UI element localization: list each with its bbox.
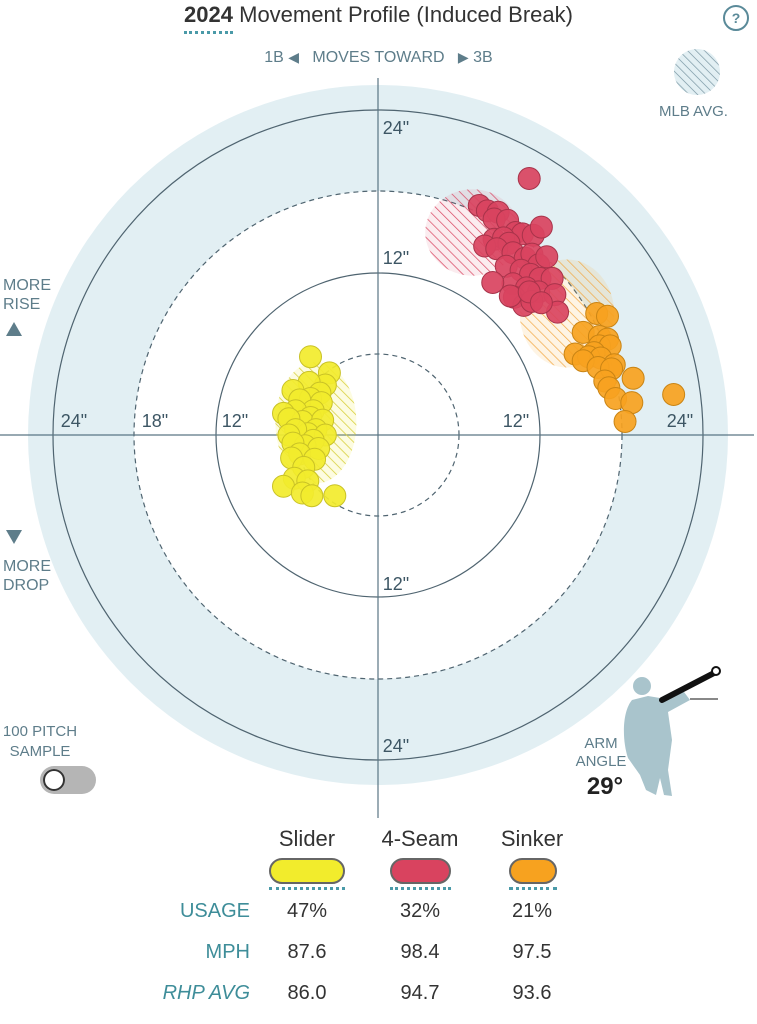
sinker-pill-underline bbox=[509, 887, 557, 890]
usage-sinker: 21% bbox=[511, 900, 553, 922]
direction-middle-label: MOVES TOWARD bbox=[312, 49, 445, 66]
rhp-avg-sinker: 93.6 bbox=[512, 982, 552, 1004]
arm-angle-label: ARM ANGLE bbox=[566, 735, 636, 771]
ring-label-bottom-12: 12" bbox=[383, 574, 409, 594]
direction-left-label: 1B bbox=[264, 49, 284, 66]
ring-label-left-24: 24" bbox=[61, 411, 87, 431]
title-year: 2024 bbox=[184, 2, 233, 27]
sinker-pitch-point[interactable] bbox=[613, 410, 637, 433]
ring-label-right-24: 24" bbox=[667, 411, 693, 431]
sample-toggle[interactable] bbox=[40, 766, 96, 794]
mlb-avg-label: MLB AVG. bbox=[659, 103, 728, 120]
fourseam-pitch-point[interactable] bbox=[498, 284, 522, 308]
pitcher-silhouette-icon bbox=[623, 666, 721, 796]
mph-sinker: 97.5 bbox=[512, 941, 552, 963]
sinker-pitch-point[interactable] bbox=[621, 366, 645, 390]
left-arrow-icon: ◀ bbox=[288, 49, 300, 65]
ring-label-right-12: 12" bbox=[503, 411, 529, 431]
ring-label-bottom-24: 24" bbox=[383, 736, 409, 756]
arm-line-1: ARM bbox=[584, 735, 618, 752]
drop-line-2: DROP bbox=[3, 577, 50, 594]
usage-slider: 47% bbox=[286, 900, 328, 922]
sinker-pitch-point[interactable] bbox=[662, 383, 686, 406]
sinker-pill[interactable] bbox=[509, 858, 557, 884]
fourseam-pitch-point[interactable] bbox=[535, 245, 559, 269]
arm-line-2: ANGLE bbox=[575, 753, 627, 770]
sample-line-2: SAMPLE bbox=[9, 743, 71, 760]
rhp-avg-label: RHP AVG bbox=[162, 982, 250, 1004]
mph-fourseam: 98.4 bbox=[400, 941, 440, 963]
ring-label-top-12: 12" bbox=[383, 248, 409, 268]
rise-line-1: MORE bbox=[3, 277, 51, 294]
arm-angle-value: 29° bbox=[586, 773, 624, 800]
usage-fourseam: 32% bbox=[399, 900, 441, 922]
slider-pitch-point[interactable] bbox=[323, 484, 347, 508]
sample-label: 100 PITCH SAMPLE bbox=[0, 722, 80, 762]
fourseam-pitch-point[interactable] bbox=[529, 291, 553, 315]
mlb-avg-swatch bbox=[674, 49, 720, 95]
title-text: Movement Profile (Induced Break) bbox=[239, 2, 573, 27]
drop-line-1: MORE bbox=[3, 558, 51, 575]
sinker-pitch-point[interactable] bbox=[596, 304, 619, 328]
direction-right-label: 3B bbox=[473, 49, 493, 66]
help-icon[interactable]: ? bbox=[723, 5, 749, 31]
ring-label-left-18: 18" bbox=[142, 411, 168, 431]
drop-arrow-icon bbox=[6, 530, 22, 544]
slider-pitch-point[interactable] bbox=[299, 345, 322, 369]
fourseam-pitch-point[interactable] bbox=[517, 167, 541, 190]
fourseam-pitch-point[interactable] bbox=[481, 270, 505, 294]
slider-pill-underline bbox=[269, 887, 345, 890]
pitch-name-slider: Slider bbox=[278, 826, 336, 851]
slider-pill[interactable] bbox=[269, 858, 345, 884]
rhp-avg-slider: 86.0 bbox=[287, 982, 327, 1004]
ring-label-left-12: 12" bbox=[222, 411, 248, 431]
rise-arrow-icon bbox=[6, 322, 22, 336]
direction-legend: 1B ◀ MOVES TOWARD ▶ 3B bbox=[0, 49, 757, 67]
mph-slider: 87.6 bbox=[287, 941, 327, 963]
right-arrow-icon: ▶ bbox=[457, 49, 469, 65]
more-rise-label: MORE RISE bbox=[3, 276, 51, 314]
ring-label-top-24: 24" bbox=[383, 118, 409, 138]
chart-title: 2024 Movement Profile (Induced Break) bbox=[0, 2, 757, 28]
more-drop-label: MORE DROP bbox=[3, 557, 51, 595]
fourseam-pill-underline bbox=[390, 887, 451, 890]
sample-line-1: 100 PITCH bbox=[2, 723, 78, 740]
toggle-knob bbox=[43, 769, 65, 791]
pitch-name-fourseam: 4-Seam bbox=[381, 826, 459, 851]
rise-line-2: RISE bbox=[3, 296, 41, 313]
mph-label: MPH bbox=[205, 941, 250, 963]
slider-pitch-point[interactable] bbox=[300, 484, 324, 508]
pitch-name-sinker: Sinker bbox=[500, 826, 564, 851]
rhp-avg-fourseam: 94.7 bbox=[400, 982, 440, 1004]
fourseam-pitch-point[interactable] bbox=[529, 215, 553, 239]
fourseam-pill[interactable] bbox=[390, 858, 451, 884]
usage-label: USAGE bbox=[179, 900, 250, 922]
